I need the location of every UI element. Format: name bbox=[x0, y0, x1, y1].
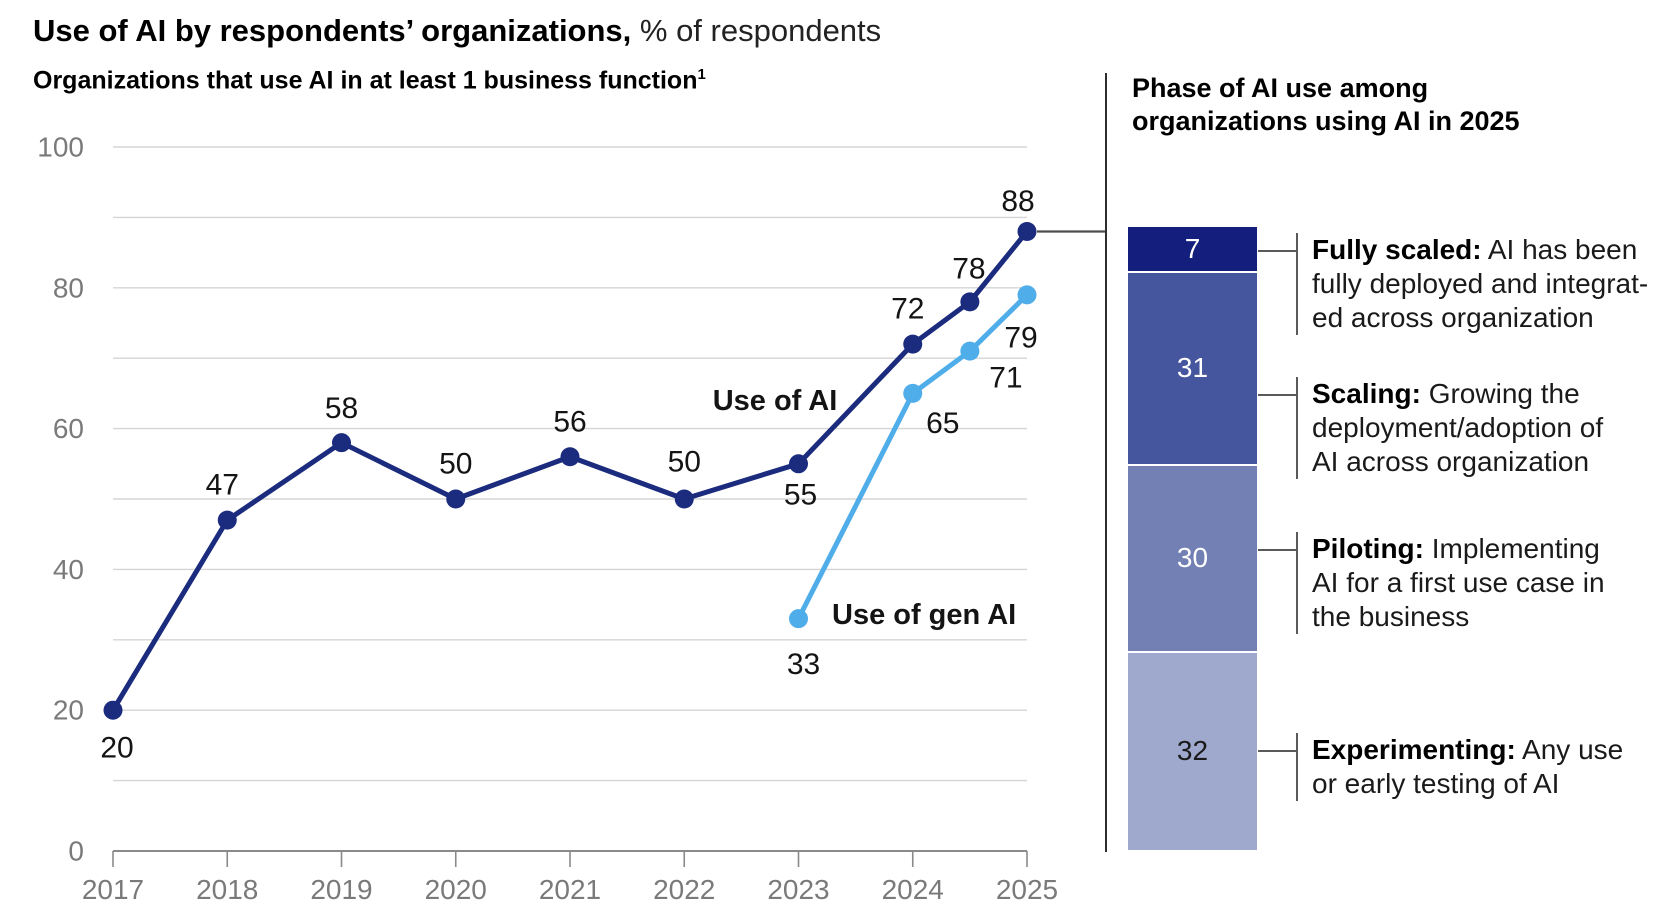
leader-tick-piloting bbox=[1296, 532, 1298, 634]
phase-desc: Implementing bbox=[1423, 533, 1600, 564]
phase-label-line: the business bbox=[1312, 601, 1470, 632]
data-label: 56 bbox=[553, 405, 586, 438]
phase-label-line: fully deployed and integrat- bbox=[1312, 268, 1649, 299]
phase-label-line: deployment/adoption of bbox=[1312, 412, 1604, 443]
data-label: 78 bbox=[952, 252, 985, 285]
bar-segment-scaling: 31 bbox=[1128, 270, 1257, 464]
bar-segment-experimenting: 32 bbox=[1128, 650, 1257, 850]
bar-segment-fully-scaled: 7 bbox=[1128, 227, 1257, 271]
data-label: 50 bbox=[439, 448, 472, 481]
phase-label-line: Experimenting: Any use bbox=[1312, 733, 1623, 767]
bar-segment-value: 30 bbox=[1176, 542, 1209, 574]
data-point bbox=[1017, 221, 1037, 241]
bar-segment-piloting: 30 bbox=[1128, 463, 1257, 651]
phase-label-line: or early testing of AI bbox=[1312, 768, 1560, 799]
data-label: 50 bbox=[668, 446, 701, 479]
phase-label-line: Scaling: Growing the bbox=[1312, 377, 1603, 411]
x-tick-label: 2019 bbox=[310, 874, 372, 905]
data-point bbox=[789, 454, 808, 474]
phase-label-piloting: Piloting: Implementing AI for a first us… bbox=[1312, 532, 1605, 634]
data-label: 79 bbox=[1004, 321, 1037, 354]
x-tick-label: 2025 bbox=[996, 874, 1058, 905]
data-label: 72 bbox=[891, 293, 924, 326]
bar-segment-value: 32 bbox=[1176, 735, 1209, 767]
phase-term: Fully scaled: bbox=[1312, 234, 1482, 265]
phase-label-experimenting: Experimenting: Any use or early testing … bbox=[1312, 733, 1623, 801]
data-point bbox=[560, 447, 580, 467]
stacked-bar: 7 31 30 32 bbox=[1128, 227, 1257, 850]
leader-tick-experimenting bbox=[1296, 733, 1298, 801]
data-point bbox=[446, 489, 466, 509]
x-tick-label: 2017 bbox=[82, 874, 144, 905]
x-tick-label: 2021 bbox=[539, 874, 601, 905]
y-tick-label: 60 bbox=[53, 413, 84, 444]
y-tick-label: 0 bbox=[68, 836, 84, 867]
page-title-units: % of respondents bbox=[631, 13, 882, 48]
data-label: 20 bbox=[100, 732, 133, 765]
series-label: Use of AI bbox=[713, 385, 838, 417]
phase-label-line: Piloting: Implementing bbox=[1312, 532, 1605, 566]
data-point bbox=[674, 489, 694, 509]
phase-term: Experimenting: bbox=[1312, 734, 1516, 765]
leader-line-experimenting bbox=[1258, 750, 1296, 752]
y-tick-label: 20 bbox=[53, 695, 84, 726]
data-point bbox=[1017, 285, 1037, 305]
x-tick-label: 2024 bbox=[882, 874, 944, 905]
data-point bbox=[217, 510, 237, 530]
panel-divider bbox=[1105, 73, 1107, 852]
data-point bbox=[960, 341, 980, 361]
leader-tick-scaling bbox=[1296, 377, 1298, 479]
phase-term: Scaling: bbox=[1312, 378, 1421, 409]
y-tick-label: 40 bbox=[53, 554, 84, 585]
bar-segment-value: 7 bbox=[1184, 232, 1201, 264]
data-label: 55 bbox=[784, 478, 817, 511]
bar-segment-value: 31 bbox=[1176, 352, 1209, 384]
phase-term: Piloting: bbox=[1312, 533, 1424, 564]
leader-line-scaling bbox=[1258, 394, 1296, 396]
chart-subtitle: Organizations that use AI in at least 1 … bbox=[33, 66, 706, 95]
leader-line-piloting bbox=[1258, 549, 1296, 551]
phase-desc: Any use bbox=[1515, 734, 1624, 765]
series-line-gen-ai bbox=[796, 292, 1030, 622]
phase-label-line: AI across organization bbox=[1312, 446, 1590, 477]
data-label: 58 bbox=[325, 392, 358, 425]
phase-label-scaling: Scaling: Growing the deployment/adoption… bbox=[1312, 377, 1603, 479]
data-label: 47 bbox=[206, 469, 239, 502]
phase-label-fully-scaled: Fully scaled: AI has been fully deployed… bbox=[1312, 233, 1648, 335]
page-title-bold: Use of AI by respondents’ organizations, bbox=[33, 13, 632, 48]
page-title: Use of AI by respondents’ organizations,… bbox=[33, 13, 881, 49]
phase-desc: Growing the bbox=[1420, 378, 1580, 409]
data-label: 65 bbox=[926, 407, 959, 440]
phase-label-line: Fully scaled: AI has been bbox=[1312, 233, 1648, 267]
data-point bbox=[103, 700, 123, 720]
data-label: 71 bbox=[989, 362, 1022, 395]
phase-label-line: AI for a first use case in bbox=[1312, 567, 1605, 598]
x-tick-label: 2022 bbox=[653, 874, 715, 905]
data-point bbox=[903, 334, 923, 354]
footnote-marker: 1 bbox=[697, 66, 706, 83]
data-point bbox=[960, 292, 980, 312]
x-tick-label: 2023 bbox=[767, 874, 829, 905]
data-label: 88 bbox=[1001, 185, 1034, 218]
data-point bbox=[332, 433, 351, 453]
data-point bbox=[789, 609, 808, 629]
leader-line-fully-scaled bbox=[1258, 250, 1296, 252]
y-tick-label: 80 bbox=[53, 272, 84, 303]
chart-subtitle-text: Organizations that use AI in at least 1 … bbox=[33, 66, 698, 95]
x-tick-label: 2018 bbox=[196, 874, 258, 905]
series-label: Use of gen AI bbox=[832, 599, 1016, 631]
series-line-ai bbox=[110, 228, 1030, 713]
phase-desc: AI has been bbox=[1481, 234, 1638, 265]
x-tick-label: 2020 bbox=[425, 874, 487, 905]
y-tick-label: 100 bbox=[37, 132, 84, 163]
phase-label-line: ed across organization bbox=[1312, 302, 1594, 333]
right-panel-title: Phase of AI use among organizations usin… bbox=[1132, 73, 1520, 136]
data-point bbox=[903, 383, 923, 403]
leader-tick-fully-scaled bbox=[1296, 233, 1298, 335]
data-label: 33 bbox=[787, 648, 820, 681]
